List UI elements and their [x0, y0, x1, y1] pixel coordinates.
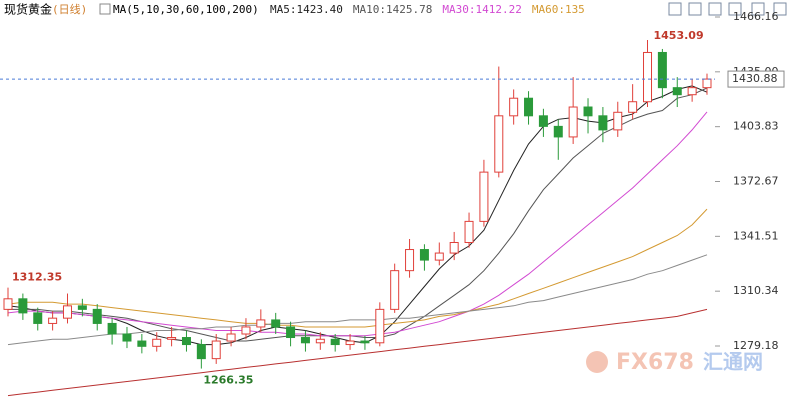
y-tick-label: 1310.34 — [733, 284, 779, 297]
tool-icon[interactable] — [688, 2, 702, 16]
candle-body — [315, 338, 325, 344]
candle-body — [643, 51, 653, 103]
candle-body — [256, 319, 266, 328]
candle-body — [464, 220, 474, 244]
candle-body — [390, 270, 400, 310]
candle-body — [509, 97, 519, 117]
candle-body — [568, 106, 578, 138]
candle-body — [657, 51, 667, 89]
candle-body — [77, 305, 87, 310]
candle-body — [553, 125, 563, 138]
candle-body — [18, 298, 28, 314]
candle-body — [613, 111, 623, 131]
candle-body — [449, 242, 459, 254]
ma-readout: MA60:135 — [532, 3, 585, 16]
ma-line — [7, 208, 708, 328]
ma-line — [7, 85, 708, 346]
candle-body — [33, 312, 43, 324]
watermark-brand: FX678 — [616, 350, 694, 375]
candle-body — [434, 252, 444, 261]
candle-body — [345, 340, 355, 346]
watermark: FX678 汇通网 — [586, 350, 763, 375]
candle-body — [687, 87, 697, 96]
ma-readout: MA10:1425.78 — [353, 3, 432, 16]
ma-line — [8, 87, 708, 342]
ma-line — [7, 308, 708, 397]
low-annotation: 1266.35 — [203, 374, 253, 387]
candle-body — [598, 115, 608, 131]
watermark-name: 汇通网 — [703, 350, 763, 374]
candle-body — [672, 87, 682, 96]
y-tick-label: 1279.18 — [733, 339, 779, 352]
ma-readout: MA5:1423.40 — [270, 3, 343, 16]
candle-body — [286, 326, 296, 339]
candle-body — [300, 337, 310, 344]
y-tick-label: 1341.51 — [733, 229, 779, 242]
candle-body — [107, 322, 117, 335]
y-tick-label: 1403.83 — [733, 120, 779, 133]
candle-body — [494, 115, 504, 173]
candle-body — [241, 326, 251, 335]
candle-body — [167, 337, 177, 340]
candle-body — [702, 78, 712, 89]
candle-body — [152, 338, 162, 347]
candle-body — [538, 115, 548, 127]
candle-body — [62, 305, 72, 319]
price-label: 1430.88 — [732, 72, 778, 85]
start-annotation: 1312.35 — [12, 271, 62, 284]
candle-body — [405, 249, 415, 272]
candle-body — [92, 308, 102, 324]
tool-icon[interactable] — [751, 2, 765, 16]
toolbar — [668, 2, 787, 16]
candle-body — [196, 344, 206, 360]
candle-body — [360, 340, 370, 344]
ma-readout: MA30:1412.22 — [442, 3, 521, 16]
candle-body — [211, 340, 221, 360]
candle-body — [524, 97, 534, 117]
tool-icon[interactable] — [773, 2, 787, 16]
symbol: 现货黄金 — [4, 2, 52, 17]
ma-spec: MA(5,10,30,60,100,200) — [113, 3, 259, 16]
tool-icon[interactable] — [708, 2, 722, 16]
watermark-logo — [586, 351, 608, 373]
tool-icon[interactable] — [668, 2, 682, 16]
candle-body — [330, 338, 340, 346]
candle-body — [583, 106, 593, 117]
candle-body — [137, 340, 147, 347]
candle-body — [48, 317, 58, 324]
candle-body — [419, 249, 429, 261]
y-tick-label: 1466.16 — [733, 10, 779, 23]
candle-body — [271, 319, 281, 328]
candle-body — [226, 333, 236, 342]
ma-icon — [99, 3, 111, 15]
candle-body — [479, 171, 489, 222]
candle-body — [181, 337, 191, 346]
ma-line — [7, 111, 708, 337]
y-tick-label: 1372.67 — [733, 174, 779, 187]
high-annotation: 1453.09 — [654, 29, 704, 42]
candle-body — [122, 333, 132, 342]
candle-body — [628, 101, 638, 113]
candle-body — [3, 298, 13, 310]
price-box — [727, 70, 785, 88]
tool-icon[interactable] — [728, 2, 742, 16]
candle-body — [375, 308, 385, 344]
period: (日线) — [52, 2, 87, 16]
